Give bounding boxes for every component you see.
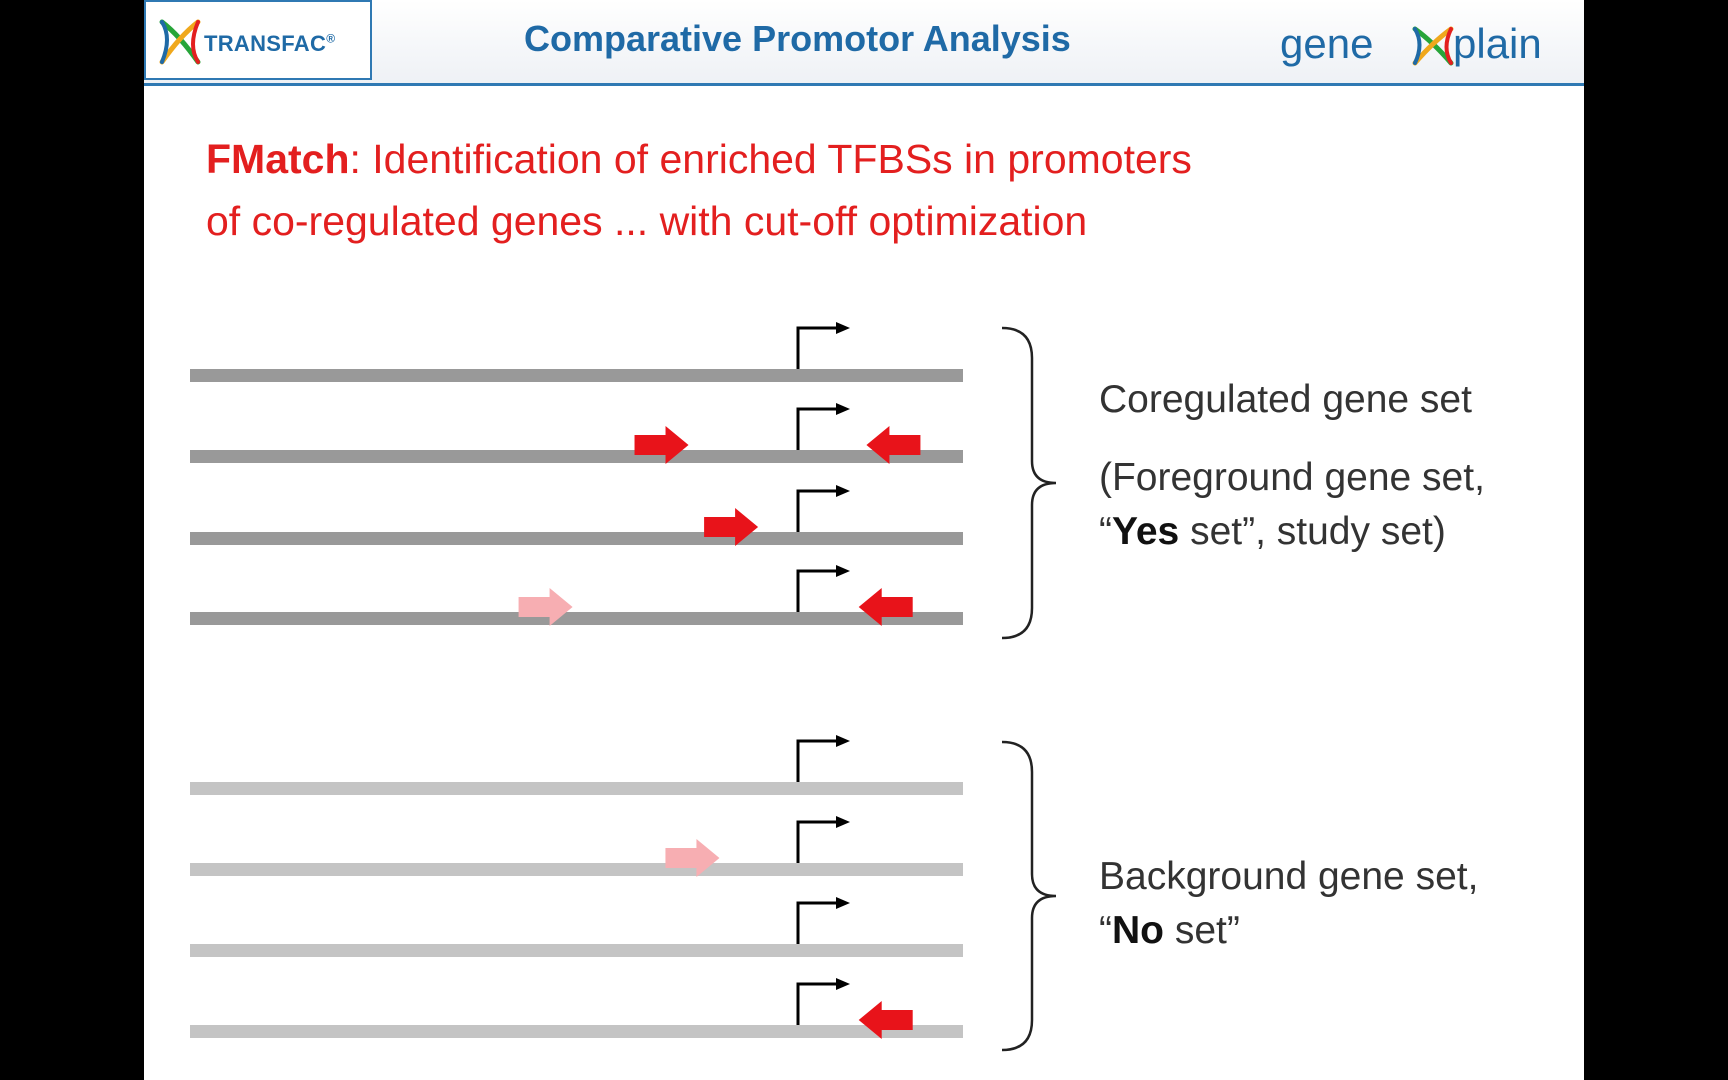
tss-arrow-icon (796, 326, 838, 369)
tfbs-arrow-icon (866, 426, 921, 464)
promoter-line (190, 450, 963, 463)
tss-arrowhead-icon (836, 978, 850, 990)
tfbs-arrow-icon (858, 588, 913, 626)
foreground-brace (1001, 326, 1057, 640)
tfbs-arrow-icon (665, 839, 720, 877)
tss-arrow-icon (796, 901, 838, 944)
transfac-logo: TRANSFAC® (144, 0, 372, 80)
x-logo-icon (159, 19, 201, 65)
headline-line-1: FMatch: Identification of enriched TFBSs… (206, 136, 1192, 182)
transfac-logo-text: TRANSFAC® (204, 31, 336, 56)
tss-arrowhead-icon (836, 322, 850, 334)
tss-arrow-icon (796, 489, 838, 532)
tss-arrowhead-icon (836, 735, 850, 747)
tfbs-arrow-icon (634, 426, 689, 464)
background-set-label: Background gene set, “No set” (1099, 855, 1479, 952)
genexplain-logo: gene plain (1280, 20, 1570, 70)
genexplain-logo-part2: plain (1453, 20, 1542, 67)
header-title: Comparative Promotor Analysis (524, 18, 1071, 59)
slide-header: TRANSFAC® Comparative Promotor Analysis … (144, 0, 1584, 86)
tfbs-arrow-icon (518, 588, 573, 626)
tss-arrow-icon (796, 739, 838, 782)
background-brace (1001, 740, 1057, 1052)
foreground-set-description: (Foreground gene set, “Yes set”, study s… (1099, 456, 1485, 553)
headline: FMatch: Identification of enriched TFBSs… (206, 128, 1506, 252)
promoter-line (190, 782, 963, 795)
tss-arrowhead-icon (836, 897, 850, 909)
tfbs-arrow-icon (858, 1001, 913, 1039)
slide: TRANSFAC® Comparative Promotor Analysis … (144, 0, 1584, 1080)
foreground-set-title: Coregulated gene set (1099, 378, 1472, 421)
tss-arrow-icon (796, 569, 838, 612)
tss-arrow-icon (796, 982, 838, 1025)
promoter-line (190, 532, 963, 545)
promoter-line (190, 1025, 963, 1038)
tool-name: FMatch (206, 136, 350, 182)
tss-arrow-icon (796, 820, 838, 863)
tss-arrow-icon (796, 407, 838, 450)
promoter-line (190, 612, 963, 625)
tfbs-arrow-icon (704, 508, 759, 546)
promoter-line (190, 369, 963, 382)
promoter-line (190, 863, 963, 876)
genexplain-logo-part1: gene (1280, 20, 1374, 67)
tss-arrowhead-icon (836, 565, 850, 577)
promoter-diagram (190, 322, 1057, 1052)
headline-line-2: of co-regulated genes ... with cut-off o… (206, 198, 1088, 244)
promoter-line (190, 944, 963, 957)
tss-arrowhead-icon (836, 485, 850, 497)
tss-arrowhead-icon (836, 816, 850, 828)
x-logo-icon (1412, 26, 1454, 66)
tss-arrowhead-icon (836, 403, 850, 415)
